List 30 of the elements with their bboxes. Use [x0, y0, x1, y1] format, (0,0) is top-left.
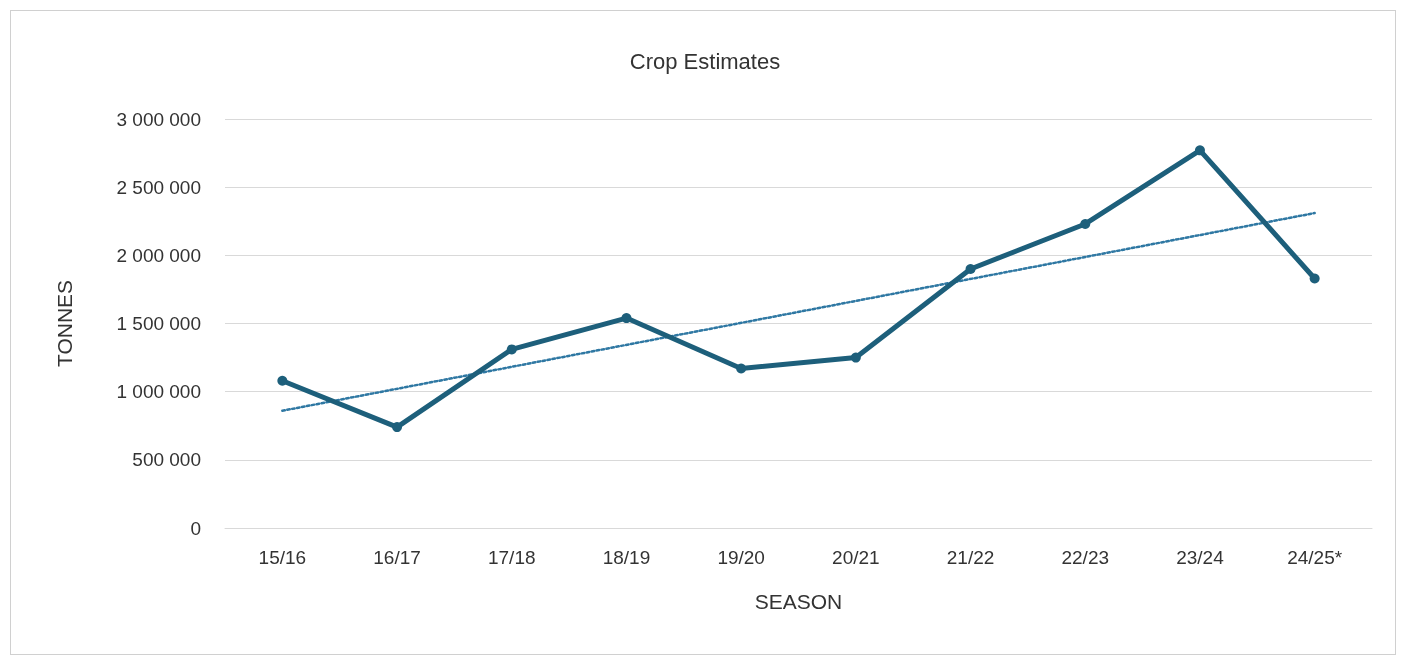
point — [1080, 218, 1091, 229]
y-tick-label: 0 — [190, 517, 201, 539]
point — [1309, 273, 1320, 284]
x-tick-label: 20/21 — [832, 547, 880, 568]
x-tick-label: 21/22 — [946, 547, 995, 568]
y-axis-title: TONNES — [53, 279, 76, 368]
x-tick-label: 17/18 — [487, 547, 536, 568]
x-axis-title: SEASON — [754, 590, 843, 613]
y-tick-label: 500 000 — [132, 449, 201, 471]
y-tick-label: 1 000 000 — [116, 381, 201, 403]
point — [1194, 145, 1205, 156]
y-tick-label: 2 000 000 — [116, 244, 201, 266]
point — [965, 263, 976, 274]
chart-title: Crop Estimates — [629, 48, 781, 74]
point — [621, 313, 632, 324]
point — [277, 375, 288, 386]
x-tick-label: 15/16 — [258, 547, 307, 568]
x-tick-label: 23/24 — [1176, 547, 1225, 568]
point — [392, 422, 403, 433]
x-tick-label: 22/23 — [1061, 547, 1110, 568]
x-tick-label: 24/25* — [1287, 547, 1343, 568]
y-tick-label: 2 500 000 — [116, 176, 201, 198]
point — [850, 352, 861, 363]
y-tick-label: 3 000 000 — [116, 108, 201, 130]
point — [506, 344, 517, 355]
point — [736, 363, 747, 374]
x-tick-label: 16/17 — [373, 547, 421, 568]
x-tick-label: 18/19 — [602, 547, 651, 568]
x-tick-label: 19/20 — [717, 547, 765, 568]
y-tick-label: 1 500 000 — [116, 313, 201, 334]
